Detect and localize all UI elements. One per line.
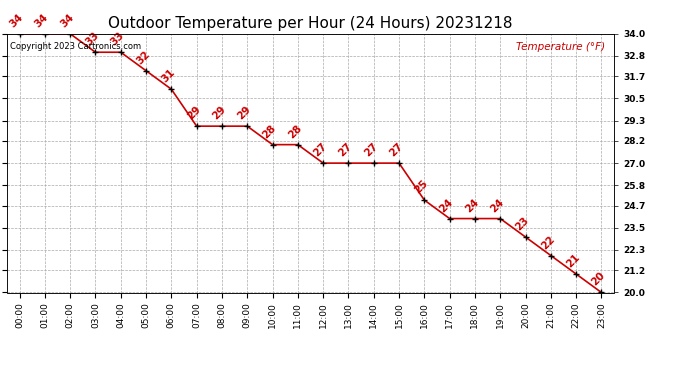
Text: 31: 31 xyxy=(159,67,177,85)
Text: 29: 29 xyxy=(185,104,202,122)
Text: 34: 34 xyxy=(8,12,26,29)
Text: 34: 34 xyxy=(33,12,50,29)
Text: 24: 24 xyxy=(438,196,455,214)
Text: 24: 24 xyxy=(463,196,481,214)
Text: 25: 25 xyxy=(413,178,430,195)
Text: 20: 20 xyxy=(590,270,607,288)
Text: 28: 28 xyxy=(286,123,304,140)
Title: Outdoor Temperature per Hour (24 Hours) 20231218: Outdoor Temperature per Hour (24 Hours) … xyxy=(108,16,513,31)
Text: 27: 27 xyxy=(387,141,405,159)
Text: 27: 27 xyxy=(337,141,354,159)
Text: Copyright 2023 Cartronics.com: Copyright 2023 Cartronics.com xyxy=(10,42,141,51)
Text: 32: 32 xyxy=(135,49,152,66)
Text: 23: 23 xyxy=(514,215,531,232)
Text: 33: 33 xyxy=(83,30,101,48)
Text: 24: 24 xyxy=(489,196,506,214)
Text: 34: 34 xyxy=(59,12,76,29)
Text: 29: 29 xyxy=(235,104,253,122)
Text: Temperature (°F): Temperature (°F) xyxy=(516,42,605,51)
Text: 29: 29 xyxy=(210,104,228,122)
Text: 27: 27 xyxy=(362,141,380,159)
Text: 27: 27 xyxy=(311,141,329,159)
Text: 28: 28 xyxy=(261,123,278,140)
Text: 33: 33 xyxy=(109,30,126,48)
Text: 21: 21 xyxy=(564,252,582,269)
Text: 22: 22 xyxy=(539,234,556,251)
